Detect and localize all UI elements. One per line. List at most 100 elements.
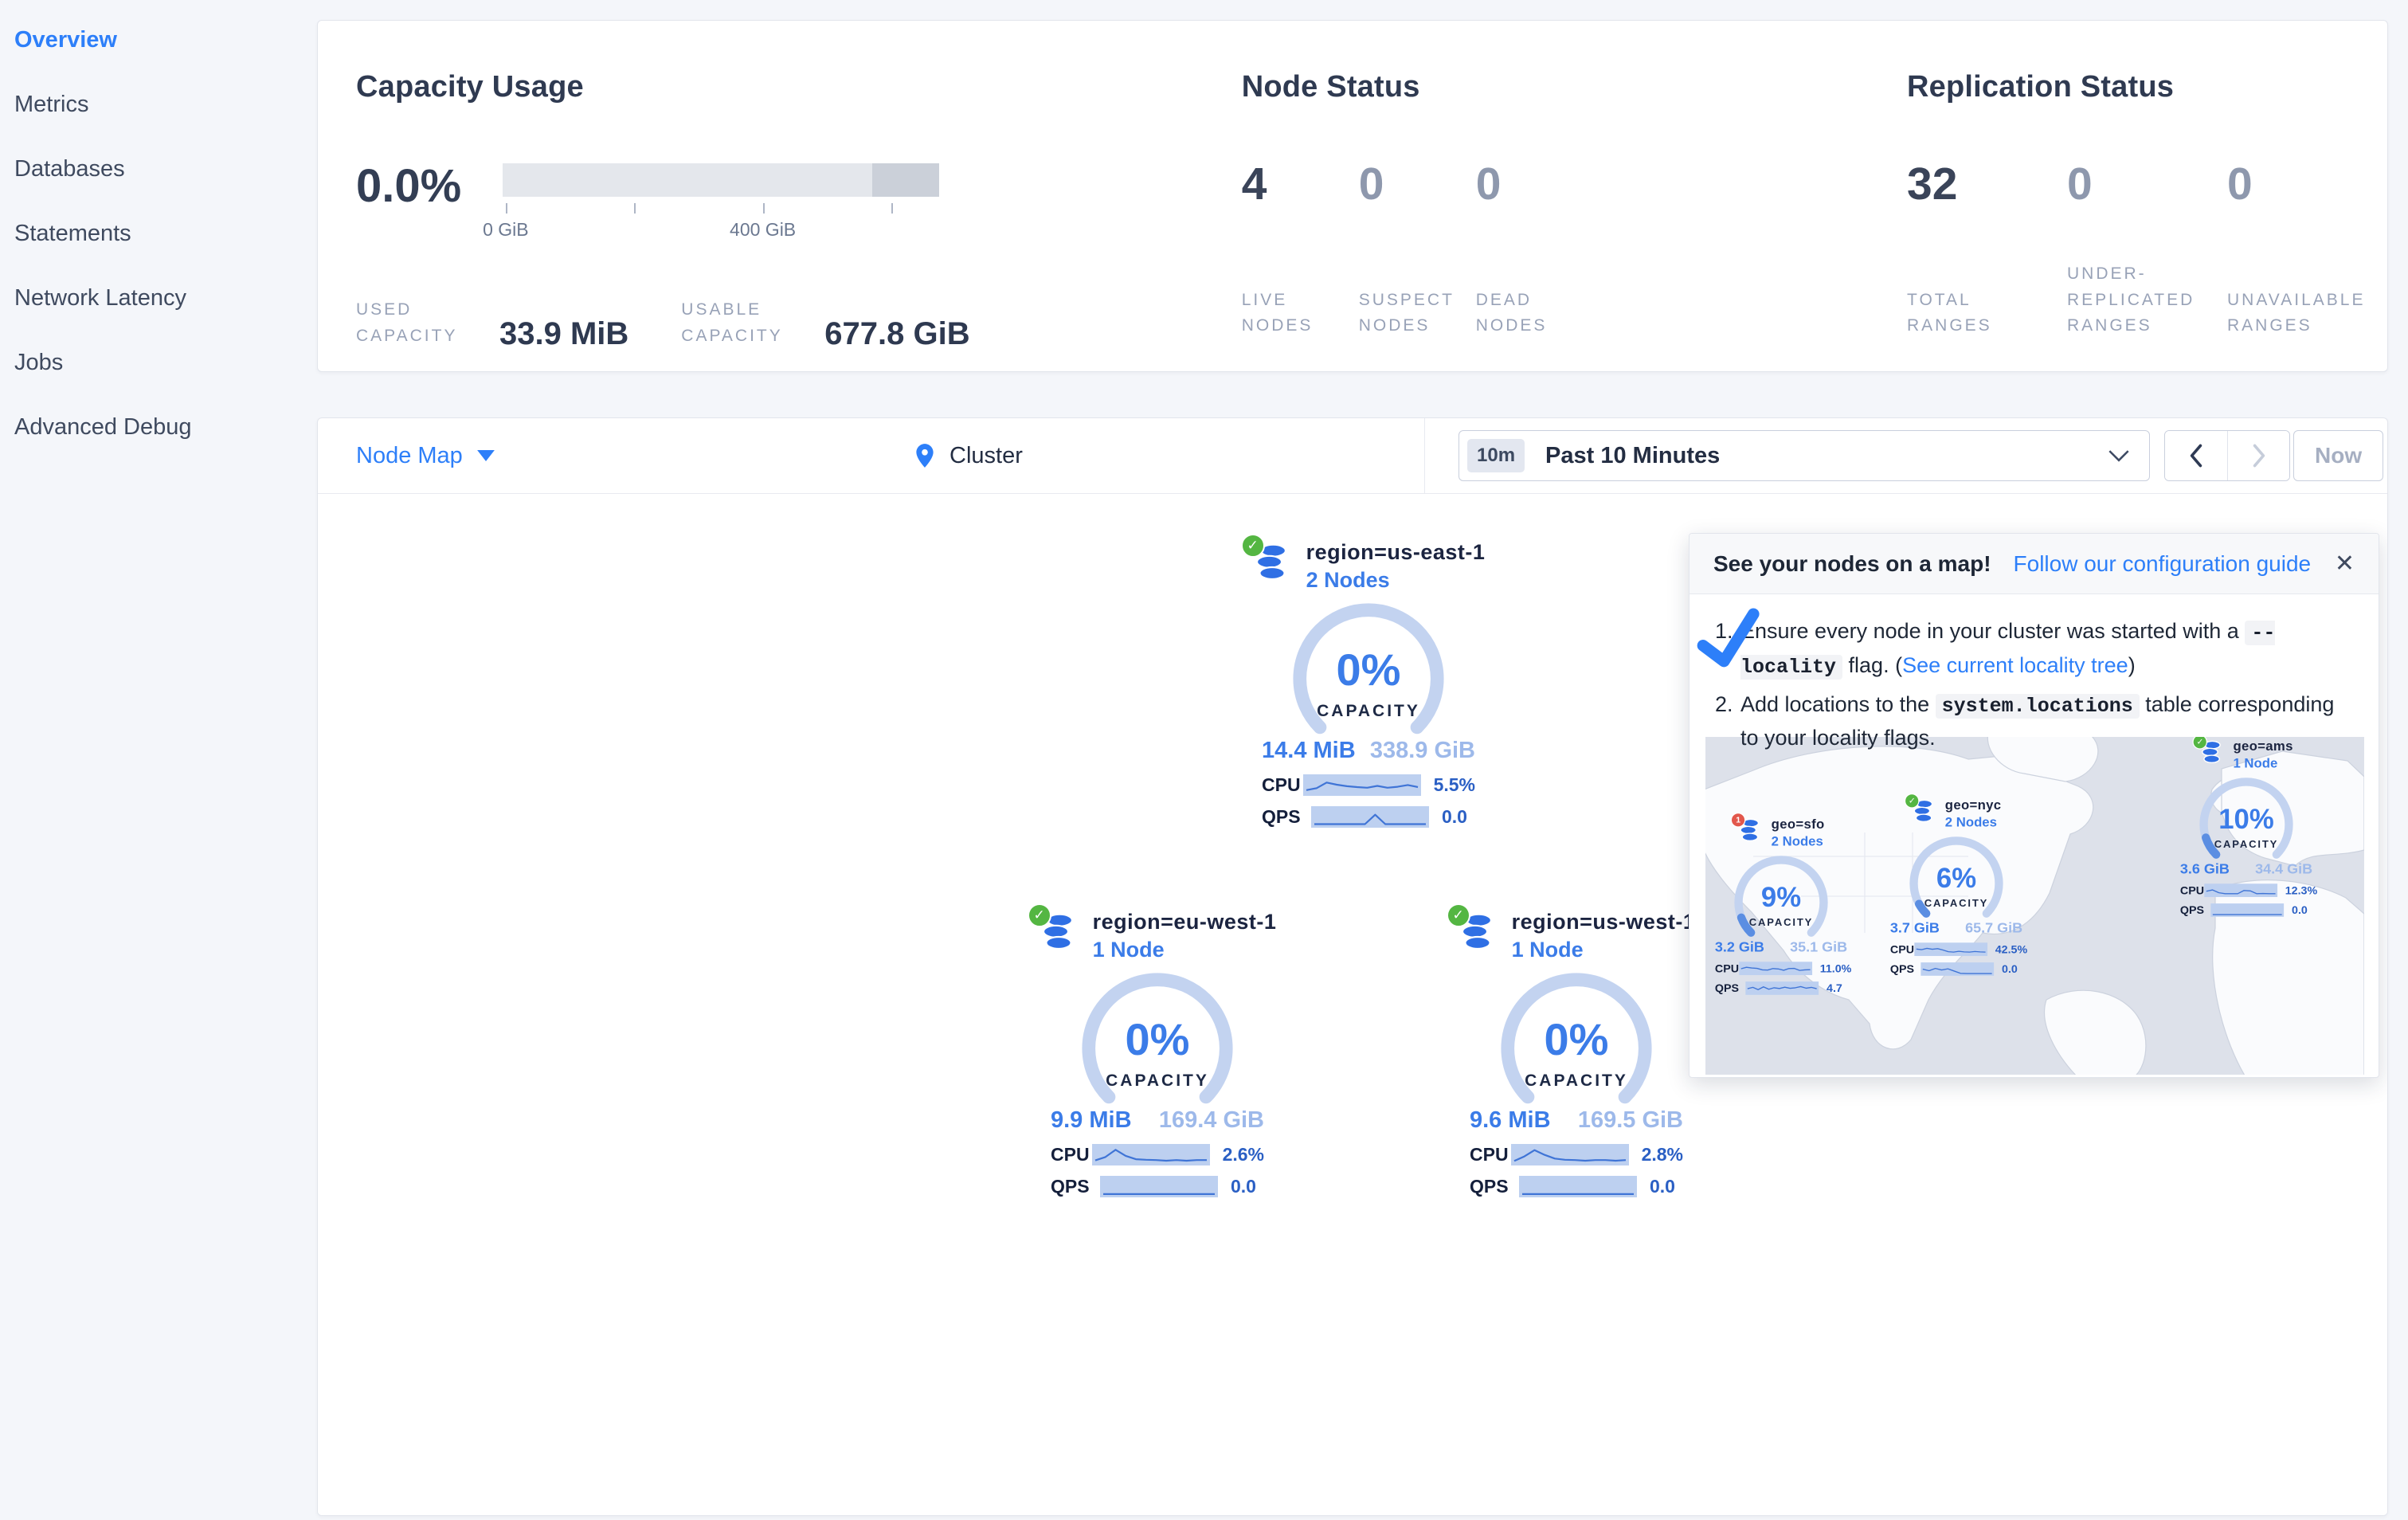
node-map-canvas: ✓ region=us-west-1 1 Node 0% CAPACITY 9.6 MiB… [318, 494, 2387, 1515]
capacity-gauge-label: 0% CAPACITY [1079, 970, 1235, 1126]
nodes-count-link[interactable]: 2 Nodes [1306, 568, 1390, 592]
capacity-values: 3.6 GiB 34.4 GiB [2180, 861, 2312, 877]
cpu-sparkline [1739, 962, 1812, 976]
close-icon[interactable]: ✕ [2334, 550, 2355, 577]
step-text: flag. ( [1842, 652, 1903, 677]
breadcrumb-cluster[interactable]: Cluster [911, 418, 1023, 493]
sidebar-item-overview[interactable]: Overview [14, 27, 117, 53]
popup-body: 1. Ensure every node in your cluster was … [1690, 594, 2379, 1078]
total-capacity: 169.5 GiB [1577, 1107, 1683, 1133]
cpu-value: 11.0% [1819, 962, 1852, 975]
locality-name: geo=nyc [1944, 797, 2002, 813]
qps-value: 0.0 [1442, 806, 1467, 827]
node-group-region-us-east-1: ✓ region=us-east-1 2 Nodes 0% CAPACITY 14.4 M… [1240, 534, 1488, 828]
locality-tree-link[interactable]: See current locality tree [1902, 652, 2128, 677]
capacity-bar-chart: 0 GiB 400 GiB [483, 163, 939, 246]
capacity-gauge-label: 6% CAPACITY [1908, 835, 2005, 932]
popup-header: See your nodes on a map! Follow our conf… [1690, 534, 2379, 594]
cpu-label: CPU [1889, 942, 1915, 956]
sidebar-item-jobs[interactable]: Jobs [14, 350, 64, 375]
sidebar-nav: Overview Metrics Databases Statements Networ… [0, 0, 317, 460]
capacity-values: 14.4 MiB 338.9 GiB [1262, 738, 1475, 764]
used-capacity-label: USED CAPACITY [356, 300, 458, 345]
qps-metric-row: QPS 4.7 [1715, 981, 1847, 995]
stat-label-dead-nodes: DEAD NODES [1475, 290, 1548, 335]
cluster-summary-card: Capacity Usage 0.0% 0 GiB 400 GiB USED CA… [317, 20, 2388, 372]
node-status-title: Node Status [1241, 70, 1420, 104]
sidebar-item-metrics[interactable]: Metrics [14, 92, 89, 117]
setup-step-1: 1. Ensure every node in your cluster was … [1702, 615, 2355, 684]
sidebar-item-databases[interactable]: Databases [14, 156, 125, 182]
used-capacity: 3.2 GiB [1714, 938, 1764, 955]
map-pin-icon [916, 444, 934, 468]
qps-value: 0.0 [1231, 1176, 1256, 1197]
used-capacity: 9.6 MiB [1470, 1107, 1551, 1133]
sidebar: Overview Metrics Databases Statements Networ… [0, 0, 317, 1520]
locality-name: region=eu-west-1 [1092, 910, 1277, 934]
view-selector-dropdown[interactable]: Node Map [356, 418, 495, 493]
stat-label-under-replicated-ranges: UNDER-REPLICATED RANGES [2067, 264, 2195, 335]
time-prev-button[interactable] [2165, 431, 2227, 480]
nodes-count-link[interactable]: 1 Node [1511, 938, 1584, 962]
capacity-bar [503, 163, 939, 197]
capacity-axis-label: 400 GiB [730, 219, 797, 240]
qps-label: QPS [1051, 1176, 1090, 1197]
qps-sparkline [1519, 1176, 1637, 1197]
code-snippet: system.locations [1935, 693, 2140, 719]
nodes-count-link[interactable]: 1 Node [1092, 938, 1165, 962]
capacity-percent-value: 0% [1125, 1014, 1190, 1064]
capacity-values: 9.6 MiB 169.5 GiB [1470, 1107, 1683, 1134]
qps-label: QPS [1714, 981, 1740, 995]
status-ok-icon: ✓ [1446, 903, 1470, 927]
capacity-values: 9.9 MiB 169.4 GiB [1051, 1107, 1264, 1134]
used-capacity: 3.6 GiB [2179, 860, 2230, 877]
time-range-badge: 10m [1467, 439, 1525, 472]
qps-sparkline [2210, 903, 2285, 917]
used-capacity-value: 33.9 MiB [499, 316, 629, 352]
qps-value: 0.0 [2002, 962, 2018, 976]
configuration-guide-link[interactable]: Follow our configuration guide [2013, 550, 2312, 576]
time-range-select[interactable]: 10m Past 10 Minutes [1459, 430, 2150, 481]
nodes-count-link[interactable]: 2 Nodes [1944, 814, 1997, 830]
world-map: 1 geo=sfo 2 Nodes 9% CAPACITY 3.2 GiB 35.1 GiB… [1705, 737, 2364, 1075]
cpu-label: CPU [1262, 774, 1301, 795]
status-ok-icon: ✓ [1027, 903, 1051, 927]
capacity-gauge: 6% CAPACITY [1908, 835, 2005, 932]
locality-name: region=us-west-1 [1511, 910, 1696, 934]
nodes-count-link[interactable]: 1 Node [2233, 755, 2278, 771]
sidebar-item-network-latency[interactable]: Network Latency [14, 285, 186, 311]
capacity-percent-value: 6% [1936, 862, 1977, 894]
cpu-label: CPU [1714, 962, 1740, 975]
node-status-labels: LIVE NODES SUSPECT NODES DEAD NODES [1242, 260, 1907, 339]
cpu-value: 42.5% [1995, 942, 2028, 956]
node-group-header: ✓ region=eu-west-1 1 Node [1027, 903, 1277, 962]
node-group-header: ✓ geo=ams 1 Node [2192, 737, 2292, 771]
capacity-percent-value: 9% [1760, 881, 1802, 913]
chevron-down-icon [2108, 449, 2129, 462]
cpu-value: 5.5% [1433, 774, 1475, 795]
stat-value-under-replicated-ranges: 0 [2067, 159, 2093, 210]
cpu-sparkline [1510, 1144, 1629, 1165]
cpu-value: 2.6% [1222, 1144, 1264, 1165]
capacity-axis: 0 GiB 400 GiB [483, 197, 939, 246]
sidebar-item-advanced-debug[interactable]: Advanced Debug [14, 414, 192, 440]
nodes-count-link[interactable]: 2 Nodes [1771, 833, 1823, 849]
replication-status-title: Replication Status [1907, 70, 2175, 104]
node-status-section: Node Status 4 0 0 LIVE NODES SUSPECT NODES D… [1242, 21, 1907, 371]
replication-status-labels: TOTAL RANGES UNDER-REPLICATED RANGES UNAVA… [1907, 260, 2387, 339]
database-icon [1255, 543, 1286, 581]
qps-label: QPS [2179, 903, 2205, 917]
chevron-left-icon [2190, 444, 2202, 468]
node-group-id: geo=sfo 2 Nodes [1772, 817, 1825, 849]
now-button[interactable]: Now [2293, 430, 2384, 481]
node-group-id: region=eu-west-1 1 Node [1093, 910, 1277, 962]
node-group-header: ✓ geo=nyc 2 Nodes [1904, 793, 2002, 830]
time-next-button[interactable] [2227, 431, 2289, 480]
qps-sparkline [1311, 806, 1429, 828]
node-status-values: 4 0 0 [1242, 162, 1907, 207]
status-ok-icon: ✓ [2192, 737, 2208, 750]
capacity-axis-label: 0 GiB [483, 219, 529, 240]
database-icon [1740, 818, 1760, 842]
status-ok-icon: ✓ [1904, 793, 1920, 809]
sidebar-item-statements[interactable]: Statements [14, 221, 131, 246]
